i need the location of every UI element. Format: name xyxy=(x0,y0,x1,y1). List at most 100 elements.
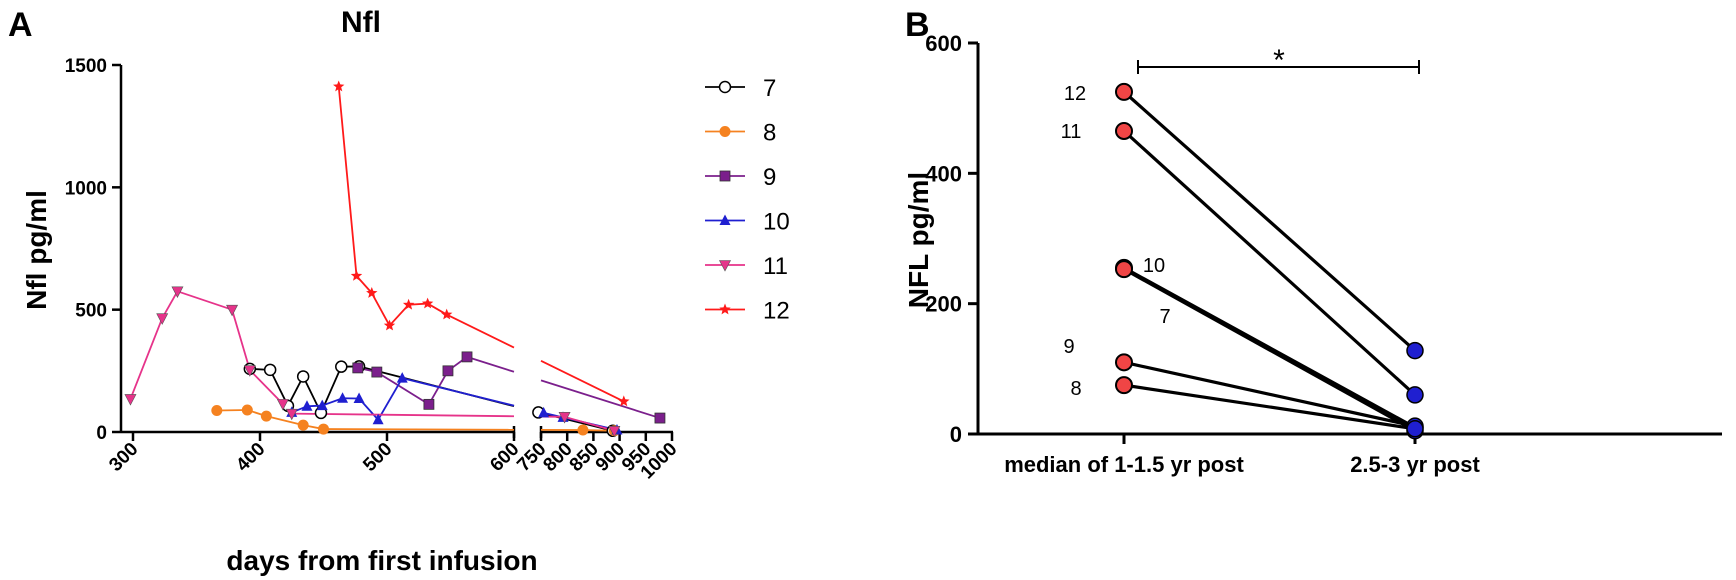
panel-a-x-tick-label: 500 xyxy=(359,439,396,476)
series-8-line xyxy=(323,428,515,431)
series-9-point xyxy=(461,351,473,363)
series-9-point xyxy=(654,412,666,424)
series-8-point xyxy=(318,423,329,435)
series-12-line xyxy=(446,313,515,349)
series-9-point xyxy=(423,398,435,410)
series-11-line xyxy=(249,369,284,405)
pair-11-point-1 xyxy=(1115,121,1133,140)
series-12-point xyxy=(618,395,630,407)
series-12-point xyxy=(402,298,415,310)
series-11-point xyxy=(226,304,239,317)
panel-a-x-axis-title: days from first infusion xyxy=(226,545,537,576)
pair-8-point-1 xyxy=(1115,376,1133,395)
series-9-point xyxy=(352,362,364,374)
series-7-point xyxy=(296,370,310,383)
series-8-point xyxy=(577,424,589,436)
series-8-point xyxy=(241,404,253,416)
panel-a-y-axis-title: Nfl pg/ml xyxy=(21,190,52,310)
series-12-line xyxy=(370,292,391,327)
pair-12-point-2 xyxy=(1406,341,1424,360)
legend-swatch-marker xyxy=(718,80,732,94)
panel-letter-a: A xyxy=(8,6,33,44)
series-11-point xyxy=(156,313,169,325)
series-11-line xyxy=(291,412,515,418)
pair-8-point-2 xyxy=(1406,420,1424,438)
pair-12-line xyxy=(1122,90,1417,352)
pair-11-line xyxy=(1122,129,1417,397)
series-11-point xyxy=(243,365,256,377)
series-10-point xyxy=(396,372,408,383)
legend-swatch-marker xyxy=(719,170,731,182)
series-9-line xyxy=(376,371,430,406)
pair-9-point-1 xyxy=(1115,353,1133,372)
series-12-point xyxy=(333,80,345,92)
legend-swatch-marker xyxy=(719,126,731,137)
series-10-line xyxy=(402,377,515,407)
legend-label: 9 xyxy=(763,164,776,191)
series-11-line xyxy=(129,317,164,400)
pair-7-line xyxy=(1123,267,1416,433)
series-12-point xyxy=(350,269,363,281)
significance-asterisk: * xyxy=(1273,44,1285,77)
series-11-line xyxy=(564,415,615,432)
legend-label: 12 xyxy=(763,298,790,325)
pair-8-line xyxy=(1123,383,1416,431)
series-11-point xyxy=(608,425,621,438)
panel-b-y-tick-label: 600 xyxy=(925,31,962,56)
series-9-point xyxy=(442,365,454,377)
panel-a-y-tick-label: 500 xyxy=(75,301,107,322)
panel-a-y-tick-label: 1500 xyxy=(65,56,107,77)
series-11-line xyxy=(177,290,233,311)
panel-a-title: Nfl xyxy=(341,6,381,39)
panel-b-category-label-1: median of 1-1.5 yr post xyxy=(1004,452,1244,477)
subject-label: 8 xyxy=(1070,378,1081,400)
legend-label: 10 xyxy=(763,209,790,236)
panel-a-y-tick-label: 1000 xyxy=(65,178,107,199)
series-12-point xyxy=(421,297,434,309)
panel-a-x-tick-label: 300 xyxy=(105,439,142,476)
series-11-point xyxy=(558,412,571,424)
pair-11-point-2 xyxy=(1406,386,1424,404)
series-12-point xyxy=(383,319,396,331)
series-11-point xyxy=(276,399,289,411)
panel-a-y-tick-label: 0 xyxy=(96,423,107,444)
series-10-point xyxy=(353,392,365,403)
panel-b-y-tick-label: 0 xyxy=(950,422,962,447)
series-9-line xyxy=(540,379,661,419)
series-8-line xyxy=(266,415,304,427)
series-11-point xyxy=(124,394,137,406)
series-9-point xyxy=(371,366,383,378)
series-11-point xyxy=(285,408,298,421)
series-12-point xyxy=(441,308,453,320)
legend-swatch-marker xyxy=(719,260,731,272)
series-12-line xyxy=(388,304,410,327)
panel-b-plot: 0 200 400 600 12 11 10 7 9 8 xyxy=(925,31,1722,447)
series-10-point xyxy=(337,392,349,403)
pair-12-point-1 xyxy=(1115,82,1133,101)
subject-label: 11 xyxy=(1061,121,1082,143)
panel-a-series-group xyxy=(124,80,666,438)
panel-b-y-tick-label: 400 xyxy=(925,161,962,186)
subject-label: 12 xyxy=(1064,83,1086,105)
series-11-line xyxy=(231,309,251,371)
series-12-line xyxy=(337,86,358,276)
panel-letter-b: B xyxy=(905,6,930,44)
subject-label: 10 xyxy=(1143,255,1165,277)
series-7-line xyxy=(302,376,322,414)
legend-label: 8 xyxy=(763,120,776,147)
legend-swatch-marker xyxy=(719,214,731,225)
legend-label: 7 xyxy=(763,75,776,102)
series-9-line xyxy=(466,356,515,373)
pair-9-line xyxy=(1123,360,1416,428)
series-12-point xyxy=(366,287,378,298)
series-10-point xyxy=(316,399,328,411)
panel-a-x-tick-label: 400 xyxy=(232,439,269,476)
panel-b-y-tick-label: 200 xyxy=(925,292,962,317)
legend-label: 11 xyxy=(763,253,788,280)
series-10-point xyxy=(372,413,384,425)
pair-7-point-1 xyxy=(1115,260,1133,279)
series-11-point xyxy=(171,286,184,298)
series-10-point xyxy=(538,406,550,418)
subject-label: 7 xyxy=(1159,306,1170,328)
